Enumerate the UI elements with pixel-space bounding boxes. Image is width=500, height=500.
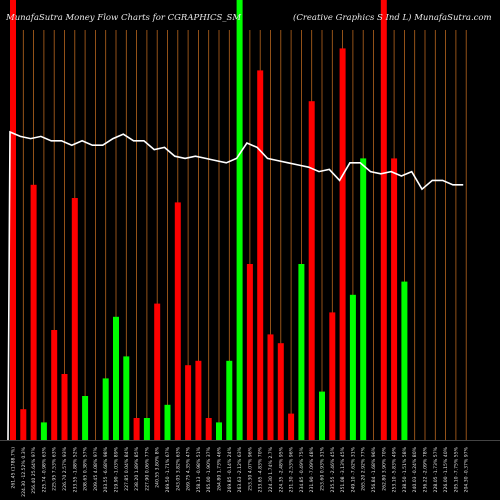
x-tick-label: 235.55 -2.46% 45% — [330, 446, 336, 492]
x-tick-label: 209.45 4.08% 97% — [93, 446, 99, 490]
money-flow-bar — [267, 334, 274, 440]
x-tick-label: 256.40 25.64% 97% — [31, 446, 37, 493]
money-flow-bar — [174, 202, 181, 440]
money-flow-bar — [246, 264, 253, 440]
x-tick-label: 224.30 1.74% 2.7% — [268, 446, 274, 492]
money-flow-bar — [277, 343, 284, 440]
money-flow-bar — [195, 360, 202, 440]
money-flow-bar — [40, 422, 47, 440]
money-flow-bar — [71, 198, 78, 440]
money-flow-bar — [380, 0, 387, 440]
x-tick-label: 226.70 2.57% 93% — [62, 446, 68, 490]
x-tick-label: 208.65 0.38% 57% — [83, 446, 89, 490]
x-tick-label: 249.10 -7.62% 31% — [350, 446, 356, 492]
price-line — [7, 130, 464, 441]
x-tick-label: 227.90 0.06% 77% — [144, 446, 150, 490]
money-flow-bar — [288, 413, 295, 440]
money-flow-bar — [205, 418, 212, 440]
money-flow-bar — [257, 70, 264, 441]
money-flow-bar — [329, 312, 336, 440]
x-tick-label: 227.85 0.04% 84% — [124, 446, 130, 490]
x-tick-label: 234.85 -0.49% 75% — [299, 446, 305, 492]
money-flow-bar — [143, 418, 150, 440]
x-tick-label: 225.74 -0.98% 63% — [41, 446, 47, 492]
x-tick-label: 236.22 -2.09% 78% — [423, 446, 429, 492]
x-tick-label: 253.10 -5.83% 49% — [392, 446, 398, 492]
x-tick-label: 269.75 4.35% 47% — [186, 446, 192, 490]
money-flow-bar — [102, 378, 109, 440]
x-tick-label: 233.65 -4.83% 70% — [258, 446, 264, 492]
money-flow-bar — [133, 418, 140, 440]
money-flow-bar — [298, 264, 305, 440]
x-tick-label: 262.80 3.90% 70% — [381, 446, 387, 490]
x-tick-label: 261.45 (1788.7%) — [11, 447, 17, 489]
x-tick-label: 269.85 -0.14% 24% — [227, 446, 233, 492]
x-tick-label: 238.50 -1.51% 58% — [402, 446, 408, 492]
money-flow-bar — [30, 184, 37, 440]
x-tick-label: 240.55 3.80% 8% — [155, 446, 161, 488]
x-tick-label: 256.84 -1.68% 96% — [371, 446, 377, 492]
x-tick-label: 203.55 -6.68% 98% — [103, 446, 109, 492]
money-flow-bar — [349, 294, 356, 440]
x-tick-label: 226.00 -1.15% 40% — [443, 446, 449, 492]
x-tick-label: 224.35 -2.48% 95% — [278, 446, 284, 492]
x-tick-label: 231.90 -7.09% 48% — [309, 446, 315, 492]
x-tick-label: 264.80 1.73% 46% — [217, 446, 223, 490]
x-tick-label: 238.20 1.89% 85% — [134, 446, 140, 490]
x-tick-label: 251.08 -3.13% 45% — [340, 446, 346, 492]
x-tick-label: 219.90 -1.03% 89% — [114, 446, 120, 492]
x-tick-label: 231.30 -2.53% 96% — [289, 446, 295, 492]
chart-title: MunafaSutra Money Flow Charts for CGRAPH… — [6, 13, 242, 23]
price-line-group — [7, 130, 464, 441]
x-axis-labels: 261.45 (1788.7%) 224.30 -12.52% 0.3% 256.4… — [11, 446, 470, 496]
bars — [10, 0, 408, 441]
money-flow-bar — [391, 158, 398, 440]
x-tick-label: 205.10 -7.75% 55% — [453, 446, 459, 492]
money-flow-bar — [360, 158, 367, 440]
money-flow-bar — [82, 396, 89, 440]
x-tick-label: 228.05 -1.73% 57% — [433, 446, 439, 492]
chart-subtitle: (Creative Graphics S Ind L) MunafaSutra.… — [293, 13, 492, 23]
money-flow-bar — [123, 356, 130, 440]
money-flow-bar — [226, 360, 233, 440]
money-flow-bar — [20, 409, 27, 440]
money-flow-bar — [319, 391, 325, 440]
x-tick-label: 204.30 -0.37% 97% — [464, 446, 470, 492]
money-flow-bar — [113, 316, 119, 440]
x-tick-label: 253.60 0.93% 31% — [320, 446, 326, 490]
x-tick-label: 233.55 -1.88% 52% — [72, 446, 78, 492]
x-tick-label: 265.00 -1.90% 37% — [206, 446, 212, 492]
x-tick-label: 269.50 -1.71% 67% — [165, 446, 171, 492]
money-flow-bar — [61, 374, 68, 440]
money-flow-bar — [308, 101, 315, 440]
x-tick-label: 263.63 -2.12% 63% — [237, 446, 243, 492]
x-tick-label: 265.20 2.92% 77% — [361, 446, 367, 490]
money-flow-bar — [236, 0, 243, 440]
money-flow-bar — [10, 0, 16, 440]
money-flow-bar — [216, 422, 222, 440]
money-flow-bar — [51, 330, 58, 440]
x-tick-label: 225.95 7.53% 63% — [52, 446, 58, 490]
money-flow-bar — [154, 303, 161, 440]
money-flow-bar — [164, 404, 171, 440]
money-flow-bar — [339, 48, 346, 441]
money-flow-bar — [401, 281, 408, 440]
x-tick-label: 240.03 -0.24% 80% — [412, 446, 418, 492]
x-tick-label: 224.30 -12.52% 0.3% — [21, 446, 27, 496]
money-flow-bar — [185, 365, 192, 440]
x-tick-label: 243.05 3.82% 63% — [175, 446, 181, 490]
x-tick-label: 258.13 -0.98% 51% — [196, 446, 202, 492]
x-tick-label: 253.30 4.07% 96% — [247, 446, 253, 490]
